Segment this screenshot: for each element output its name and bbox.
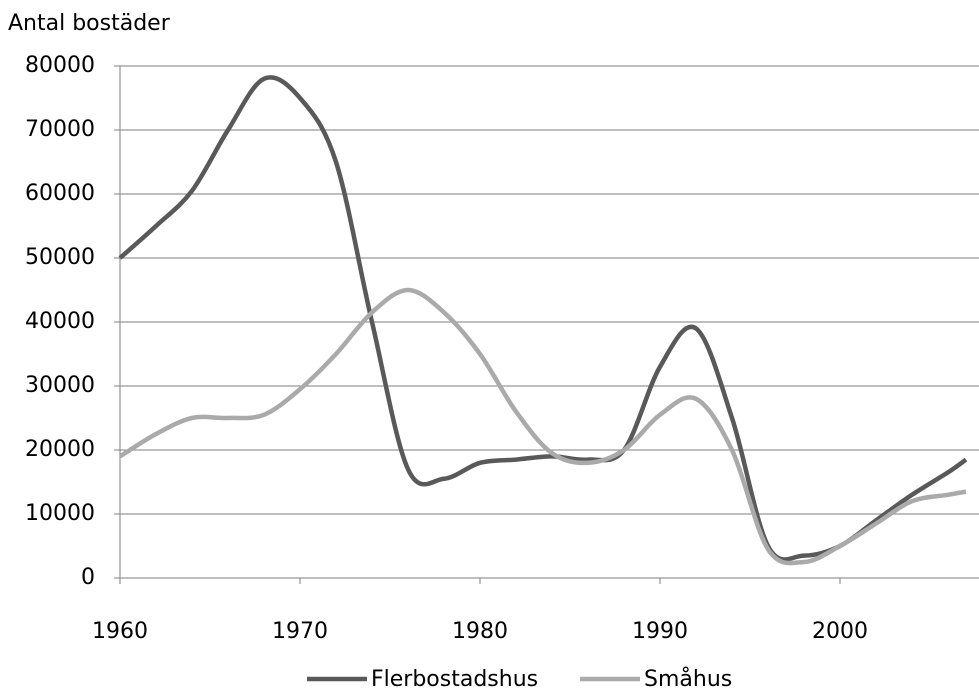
- x-tick-label: 1980: [452, 619, 508, 644]
- y-tick-label: 30000: [25, 373, 95, 398]
- line: [118, 75, 968, 562]
- x-tick-label: 1990: [632, 619, 688, 644]
- y-axis-label: Antal bostäder: [8, 11, 171, 36]
- y-tick-label: 70000: [25, 117, 95, 142]
- y-tick-label: 80000: [25, 53, 95, 78]
- y-tick-label: 60000: [25, 181, 95, 206]
- x-tick-label: 2000: [812, 619, 868, 644]
- x-tick-label: 1970: [272, 619, 328, 644]
- y-tick-label: 50000: [25, 245, 95, 270]
- y-tick-label: 0: [81, 565, 95, 590]
- y-tick-label: 40000: [25, 309, 95, 334]
- y-tick-label: 10000: [25, 501, 95, 526]
- y-tick-label: 20000: [25, 437, 95, 462]
- line: [118, 287, 967, 566]
- legend-label: Småhus: [644, 666, 732, 692]
- x-tick-label: 1960: [92, 619, 148, 644]
- legend-label: Flerbostadshus: [371, 667, 538, 692]
